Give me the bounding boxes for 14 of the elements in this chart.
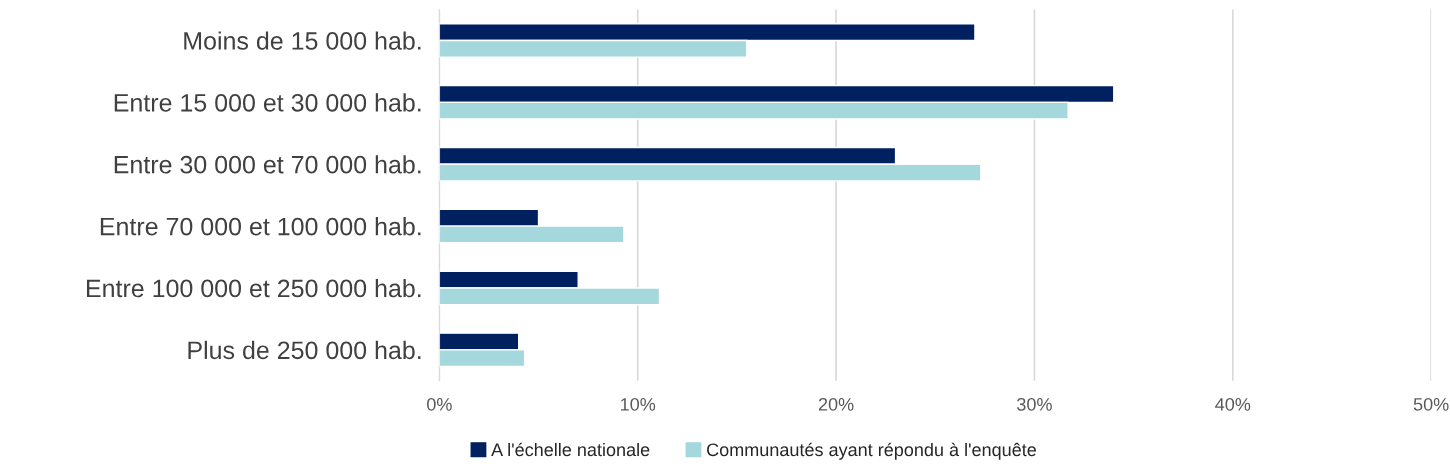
x-tick-label: 0% [427, 397, 452, 411]
x-tick-label: 50% [1413, 397, 1449, 411]
legend-label: A l'échelle nationale [491, 442, 650, 457]
y-tick-label: Moins de 15 000 hab. [184, 31, 421, 50]
y-tick-label: Entre 100 000 et 250 000 hab. [86, 278, 421, 298]
x-tick-label: 30% [1017, 397, 1052, 411]
y-tick-label: Entre 70 000 et 100 000 hab. [100, 217, 421, 236]
y-tick-label: Plus de 250 000 hab. [188, 340, 421, 360]
legend-label: Communautés ayant répondu à l'enquête [707, 442, 1036, 460]
y-tick-label: Entre 15 000 et 30 000 hab. [114, 93, 421, 112]
x-tick-label: 10% [621, 397, 656, 411]
x-tick-label: 40% [1215, 397, 1251, 411]
y-tick-label: Entre 30 000 et 70 000 hab. [114, 155, 421, 174]
x-tick-label: 20% [818, 397, 854, 411]
